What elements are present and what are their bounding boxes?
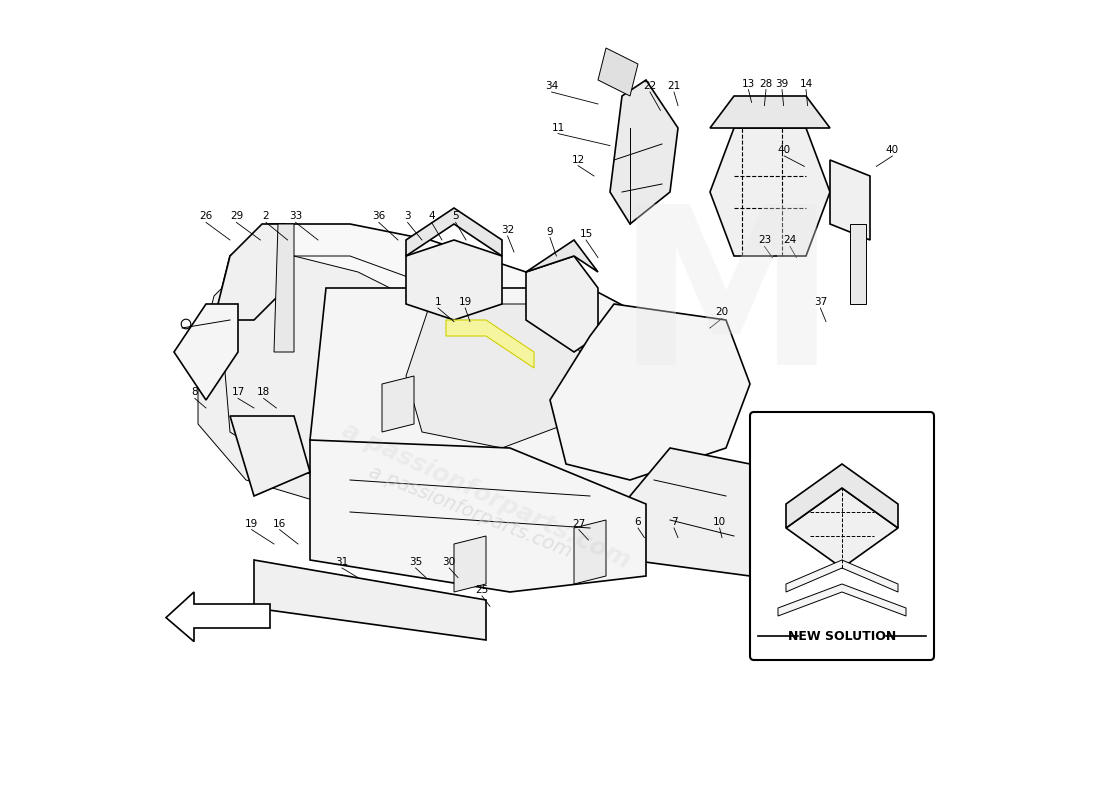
Text: 19: 19 bbox=[245, 519, 258, 529]
Polygon shape bbox=[850, 224, 866, 304]
Polygon shape bbox=[598, 48, 638, 96]
Text: 36: 36 bbox=[372, 211, 385, 221]
Text: 30: 30 bbox=[442, 557, 455, 566]
Polygon shape bbox=[406, 304, 590, 448]
Text: 40: 40 bbox=[886, 146, 899, 155]
Polygon shape bbox=[406, 240, 502, 320]
Polygon shape bbox=[310, 288, 726, 512]
Text: 39: 39 bbox=[776, 79, 789, 89]
Text: a passionforparts.com: a passionforparts.com bbox=[338, 418, 634, 574]
Text: 28: 28 bbox=[759, 79, 772, 89]
Polygon shape bbox=[786, 488, 898, 568]
Polygon shape bbox=[526, 256, 598, 352]
Text: 22: 22 bbox=[644, 82, 657, 91]
Polygon shape bbox=[214, 224, 286, 320]
Text: 19: 19 bbox=[459, 298, 472, 307]
Polygon shape bbox=[778, 584, 906, 616]
Text: 3: 3 bbox=[405, 211, 411, 221]
Text: 11: 11 bbox=[551, 123, 564, 133]
FancyBboxPatch shape bbox=[750, 412, 934, 660]
Text: 31: 31 bbox=[336, 557, 349, 566]
Polygon shape bbox=[382, 376, 414, 432]
Polygon shape bbox=[786, 464, 898, 528]
Text: 1: 1 bbox=[434, 298, 441, 307]
Text: 4: 4 bbox=[428, 211, 435, 221]
Text: 32: 32 bbox=[500, 226, 514, 235]
Polygon shape bbox=[526, 240, 598, 272]
Text: 33: 33 bbox=[289, 211, 302, 221]
Text: 18: 18 bbox=[257, 387, 271, 397]
Text: 29: 29 bbox=[230, 211, 243, 221]
Polygon shape bbox=[254, 560, 486, 640]
Text: 40: 40 bbox=[778, 146, 791, 155]
Text: 14: 14 bbox=[800, 79, 813, 89]
Text: 13: 13 bbox=[741, 79, 755, 89]
Polygon shape bbox=[406, 208, 502, 256]
Text: 34: 34 bbox=[544, 82, 558, 91]
Polygon shape bbox=[174, 304, 238, 400]
Text: 12: 12 bbox=[571, 155, 584, 165]
Text: 35: 35 bbox=[409, 557, 422, 566]
Polygon shape bbox=[274, 224, 294, 352]
Text: 7: 7 bbox=[671, 517, 678, 526]
Text: 5: 5 bbox=[452, 211, 459, 221]
Text: 8: 8 bbox=[191, 387, 198, 397]
Text: 27: 27 bbox=[572, 519, 585, 529]
Text: 6: 6 bbox=[635, 517, 641, 526]
Text: NEW SOLUTION: NEW SOLUTION bbox=[788, 630, 896, 642]
Polygon shape bbox=[710, 96, 830, 128]
Polygon shape bbox=[310, 440, 646, 592]
Text: 2: 2 bbox=[263, 211, 270, 221]
Polygon shape bbox=[550, 304, 750, 480]
Text: 15: 15 bbox=[580, 229, 593, 238]
Polygon shape bbox=[454, 536, 486, 592]
Text: a passionforparts.com: a passionforparts.com bbox=[365, 462, 574, 562]
Text: 20: 20 bbox=[715, 307, 728, 317]
Text: 10: 10 bbox=[713, 517, 726, 526]
Polygon shape bbox=[630, 448, 774, 576]
Polygon shape bbox=[198, 256, 502, 504]
Text: 24: 24 bbox=[783, 235, 796, 245]
Polygon shape bbox=[206, 224, 566, 496]
Text: 23: 23 bbox=[758, 235, 771, 245]
Polygon shape bbox=[710, 128, 830, 256]
Polygon shape bbox=[166, 592, 270, 642]
Polygon shape bbox=[574, 520, 606, 584]
Text: 37: 37 bbox=[814, 298, 827, 307]
Text: 21: 21 bbox=[668, 82, 681, 91]
Text: 25: 25 bbox=[475, 586, 488, 595]
Polygon shape bbox=[610, 80, 678, 224]
Text: 9: 9 bbox=[547, 227, 553, 237]
Text: 16: 16 bbox=[273, 519, 286, 529]
Polygon shape bbox=[446, 320, 534, 368]
Text: M: M bbox=[615, 197, 837, 411]
Polygon shape bbox=[230, 416, 310, 496]
Text: 26: 26 bbox=[199, 211, 212, 221]
Text: 17: 17 bbox=[231, 387, 244, 397]
Polygon shape bbox=[786, 560, 898, 592]
Polygon shape bbox=[830, 160, 870, 240]
